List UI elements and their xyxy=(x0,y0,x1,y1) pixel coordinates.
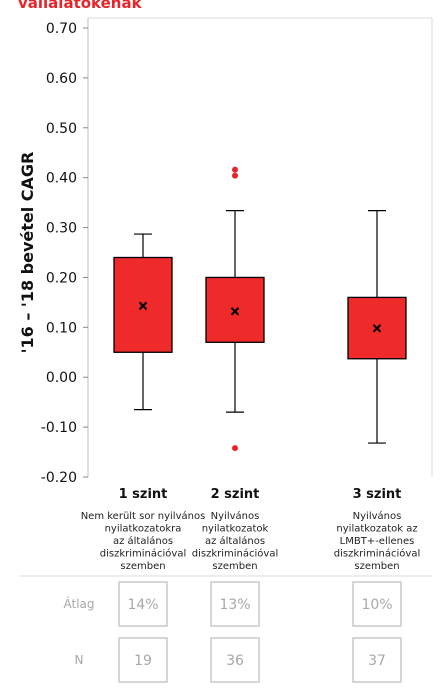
category-description: szemben xyxy=(120,561,165,572)
category-description: nyilatkozatokra xyxy=(105,524,182,535)
outlier-point xyxy=(232,172,238,179)
n-cell xyxy=(352,637,402,683)
y-axis-label: '16 – '18 bevétel CAGR xyxy=(18,152,37,354)
category-description: nyilatkozatok xyxy=(202,524,269,535)
outlier-point xyxy=(232,445,238,452)
category-description: diszkriminációval xyxy=(334,548,420,560)
y-tick-label: 0.50 xyxy=(46,121,77,137)
mean-row-label: Átlag xyxy=(63,596,94,611)
y-tick-label: 0.30 xyxy=(46,221,77,237)
category-description: diszkriminációval xyxy=(100,548,186,560)
y-tick-label: 0.00 xyxy=(46,370,77,386)
mean-cell xyxy=(210,581,260,627)
box-group-2 xyxy=(205,166,265,452)
y-tick-label: 0.10 xyxy=(46,320,77,336)
category-description: Nem került sor nyilvános xyxy=(81,510,206,522)
mean-value: 13% xyxy=(219,597,250,613)
mean-value: 14% xyxy=(127,597,158,613)
outlier-point xyxy=(232,166,238,173)
category-description: LMBT+-ellenes xyxy=(340,536,415,547)
box-group-3 xyxy=(347,209,407,444)
category-description: szemben xyxy=(354,561,399,572)
category-description: az általános xyxy=(113,535,173,547)
category-description: nyilatkozatok az xyxy=(336,524,417,535)
y-tick-label: -0.20 xyxy=(41,470,77,486)
y-tick-label: 0.40 xyxy=(46,171,77,187)
mean-cell xyxy=(352,581,402,627)
page-title: vállalatokénak xyxy=(18,0,142,12)
mean-value: 10% xyxy=(361,597,392,613)
n-row-label: N xyxy=(75,653,84,667)
y-tick-label: 0.60 xyxy=(46,71,77,87)
box-group-1 xyxy=(113,233,173,411)
category-description: Nyilvános xyxy=(353,510,402,522)
category-label: 3 szint xyxy=(353,487,402,502)
y-tick-label: 0.70 xyxy=(46,21,77,37)
n-cell xyxy=(118,637,168,683)
category-label: 1 szint xyxy=(119,487,168,502)
mean-marker xyxy=(138,301,148,311)
category-description: az általános xyxy=(205,535,265,547)
box xyxy=(205,276,265,343)
mean-marker xyxy=(230,307,240,316)
category-label: 2 szint xyxy=(211,487,260,502)
n-cell xyxy=(210,637,260,683)
y-tick-label: -0.10 xyxy=(41,420,77,436)
n-value: 37 xyxy=(368,653,386,669)
category-description: Nyilvános xyxy=(211,510,260,522)
n-value: 19 xyxy=(134,653,152,669)
mean-cell xyxy=(118,581,168,627)
category-description: diszkriminációval xyxy=(192,548,278,560)
mean-marker xyxy=(372,324,382,333)
category-description: szemben xyxy=(212,561,257,572)
y-tick-label: 0.20 xyxy=(46,270,77,286)
n-value: 36 xyxy=(226,653,244,669)
